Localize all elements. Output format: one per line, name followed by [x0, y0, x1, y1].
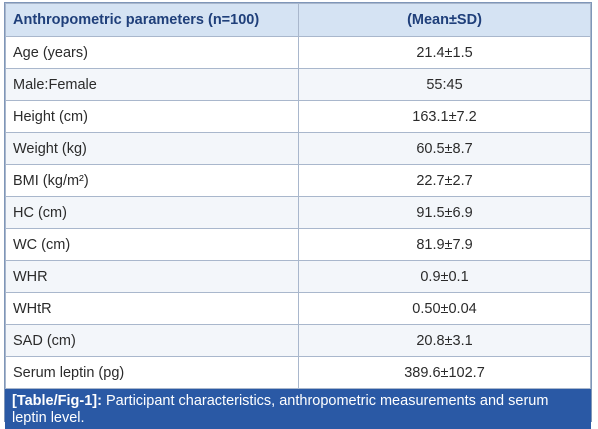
- row-value: 163.1±7.2: [298, 100, 591, 133]
- table-row: Serum leptin (pg) 389.6±102.7: [5, 356, 591, 389]
- anthropometric-table: Anthropometric parameters (n=100) (Mean±…: [5, 3, 591, 389]
- row-parameter: Serum leptin (pg): [5, 356, 299, 389]
- row-value: 22.7±2.7: [298, 164, 591, 197]
- table-row: SAD (cm) 20.8±3.1: [5, 324, 591, 357]
- row-parameter: Age (years): [5, 36, 299, 69]
- table-row: WC (cm) 81.9±7.9: [5, 228, 591, 261]
- table-row: Weight (kg) 60.5±8.7: [5, 132, 591, 165]
- table-row: Height (cm) 163.1±7.2: [5, 100, 591, 133]
- row-value: 389.6±102.7: [298, 356, 591, 389]
- row-value: 60.5±8.7: [298, 132, 591, 165]
- table-figure: Anthropometric parameters (n=100) (Mean±…: [4, 2, 592, 429]
- row-parameter: Male:Female: [5, 68, 299, 101]
- row-parameter: Weight (kg): [5, 132, 299, 165]
- table-row: Male:Female 55:45: [5, 68, 591, 101]
- caption-text: Participant characteristics, anthropomet…: [12, 393, 549, 426]
- row-value: 91.5±6.9: [298, 196, 591, 229]
- table-caption: [Table/Fig-1]: Participant characteristi…: [5, 389, 591, 429]
- table-row: HC (cm) 91.5±6.9: [5, 196, 591, 229]
- row-value: 20.8±3.1: [298, 324, 591, 357]
- row-parameter: BMI (kg/m²): [5, 164, 299, 197]
- row-value: 81.9±7.9: [298, 228, 591, 261]
- table-header-row: Anthropometric parameters (n=100) (Mean±…: [5, 3, 591, 37]
- header-mean-sd: (Mean±SD): [298, 3, 591, 37]
- row-parameter: Height (cm): [5, 100, 299, 133]
- header-parameter: Anthropometric parameters (n=100): [5, 3, 299, 37]
- row-value: 55:45: [298, 68, 591, 101]
- row-parameter: WC (cm): [5, 228, 299, 261]
- caption-label: [Table/Fig-1]:: [12, 393, 102, 409]
- table-row: BMI (kg/m²) 22.7±2.7: [5, 164, 591, 197]
- table-row: WHtR 0.50±0.04: [5, 292, 591, 325]
- row-parameter: WHtR: [5, 292, 299, 325]
- table-row: WHR 0.9±0.1: [5, 260, 591, 293]
- row-parameter: SAD (cm): [5, 324, 299, 357]
- table-row: Age (years) 21.4±1.5: [5, 36, 591, 69]
- row-value: 0.9±0.1: [298, 260, 591, 293]
- row-value: 0.50±0.04: [298, 292, 591, 325]
- row-parameter: WHR: [5, 260, 299, 293]
- row-parameter: HC (cm): [5, 196, 299, 229]
- row-value: 21.4±1.5: [298, 36, 591, 69]
